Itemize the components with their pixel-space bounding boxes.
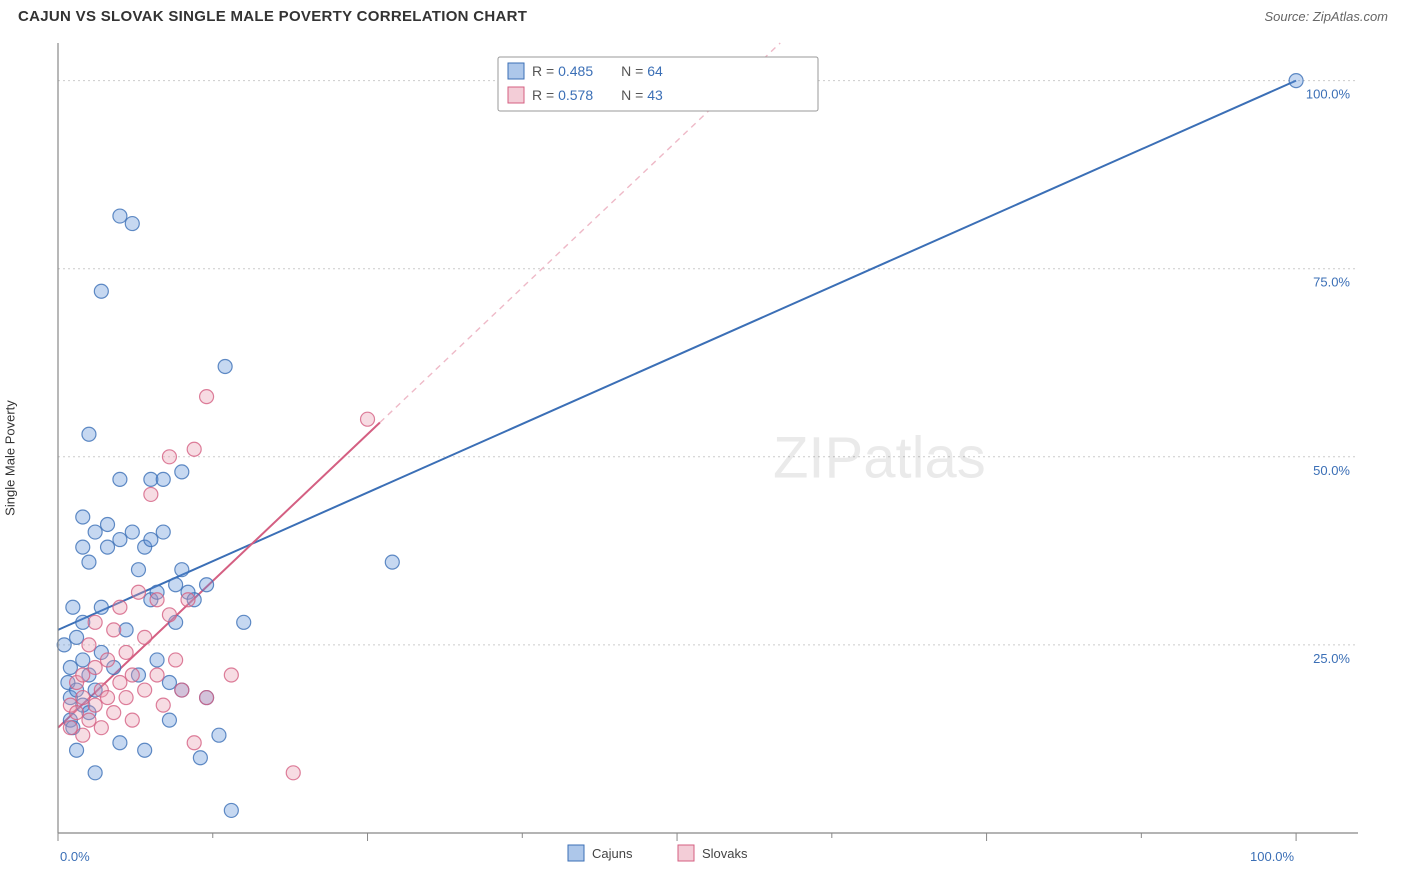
y-axis-label: Single Male Poverty bbox=[3, 400, 18, 516]
svg-text:50.0%: 50.0% bbox=[1313, 463, 1350, 478]
svg-text:100.0%: 100.0% bbox=[1250, 849, 1295, 864]
svg-text:0.0%: 0.0% bbox=[60, 849, 90, 864]
chart-title: CAJUN VS SLOVAK SINGLE MALE POVERTY CORR… bbox=[18, 8, 527, 25]
svg-text:25.0%: 25.0% bbox=[1313, 651, 1350, 666]
chart-container: Single Male Poverty 25.0%50.0%75.0%100.0… bbox=[18, 33, 1388, 883]
svg-text:Cajuns: Cajuns bbox=[592, 846, 633, 861]
scatter-chart: 25.0%50.0%75.0%100.0%ZIPatlas0.0%100.0%R… bbox=[18, 33, 1388, 883]
svg-text:100.0%: 100.0% bbox=[1306, 87, 1351, 102]
source-label: Source: ZipAtlas.com bbox=[1264, 9, 1388, 24]
svg-text:Slovaks: Slovaks bbox=[702, 846, 748, 861]
svg-text:ZIPatlas: ZIPatlas bbox=[773, 426, 986, 491]
svg-text:75.0%: 75.0% bbox=[1313, 275, 1350, 290]
